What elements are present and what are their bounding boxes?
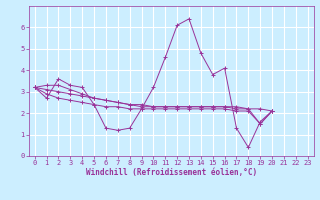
X-axis label: Windchill (Refroidissement éolien,°C): Windchill (Refroidissement éolien,°C) bbox=[86, 168, 257, 177]
